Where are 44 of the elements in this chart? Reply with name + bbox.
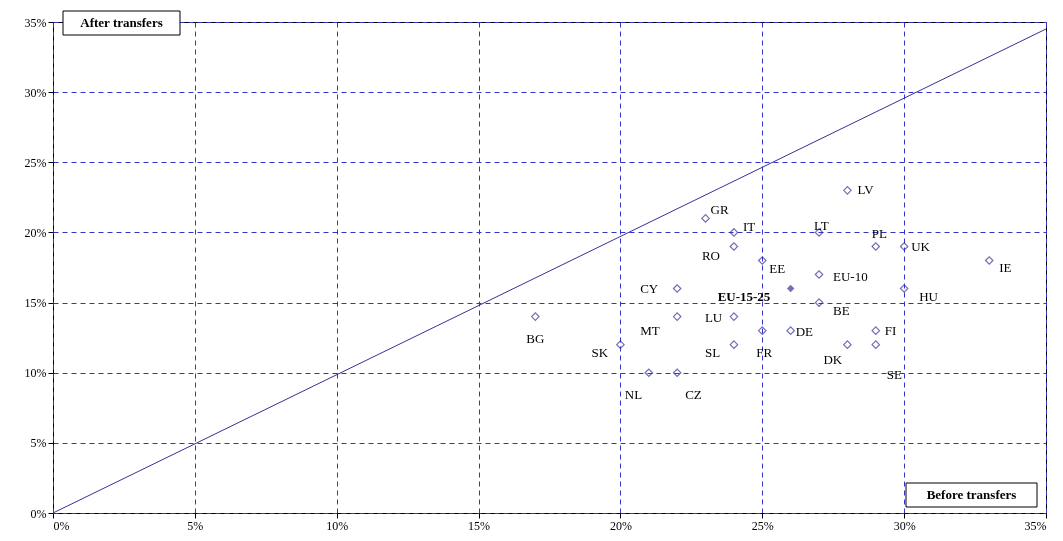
data-label: CY <box>640 280 659 296</box>
data-label: BG <box>526 330 545 346</box>
x-axis-title: Before transfers <box>926 487 1017 502</box>
y-tick-label: 10% <box>24 366 47 381</box>
y-tick-label: 30% <box>24 85 47 100</box>
data-label: LV <box>857 182 875 198</box>
data-label: DK <box>823 351 843 367</box>
data-label: EU-10 <box>833 268 868 284</box>
data-label: SK <box>591 344 609 360</box>
y-tick-label: 25% <box>24 155 47 170</box>
data-label: LT <box>814 218 829 234</box>
data-label: GR <box>710 202 729 218</box>
y-tick-label: 15% <box>24 296 47 311</box>
x-tick-label: 5% <box>187 518 204 533</box>
y-tick-label: 0% <box>30 506 47 521</box>
x-tick-label: 0% <box>53 518 70 533</box>
y-tick-label: 20% <box>24 225 47 240</box>
y-tick-label: 5% <box>30 436 47 451</box>
data-label: FI <box>884 322 897 338</box>
data-label: MT <box>640 322 660 338</box>
data-label: BE <box>833 302 850 318</box>
x-tick-label: 30% <box>893 518 916 533</box>
data-label: DE <box>795 323 814 339</box>
x-tick-label: 15% <box>468 518 491 533</box>
data-label: IT <box>742 219 756 235</box>
data-label: SL <box>704 344 721 360</box>
data-label: CZ <box>685 386 702 402</box>
data-label: NL <box>624 386 643 402</box>
y-axis-title: After transfers <box>80 15 163 30</box>
x-tick-label: 25% <box>751 518 774 533</box>
data-label: PL <box>871 226 887 242</box>
data-label: RO <box>701 248 720 264</box>
data-label: IE <box>999 260 1012 276</box>
x-tick-label: 20% <box>609 518 632 533</box>
data-label: FR <box>756 344 773 360</box>
y-tick-label: 35% <box>24 15 47 30</box>
data-label: UK <box>911 239 931 255</box>
data-label: SE <box>886 366 902 382</box>
x-tick-label: 35% <box>1024 518 1047 533</box>
data-label: LU <box>704 309 723 325</box>
x-tick-label: 10% <box>326 518 349 533</box>
data-label: EU-15-25 <box>717 288 771 304</box>
data-label: EE <box>769 261 786 277</box>
data-label: HU <box>919 288 939 304</box>
